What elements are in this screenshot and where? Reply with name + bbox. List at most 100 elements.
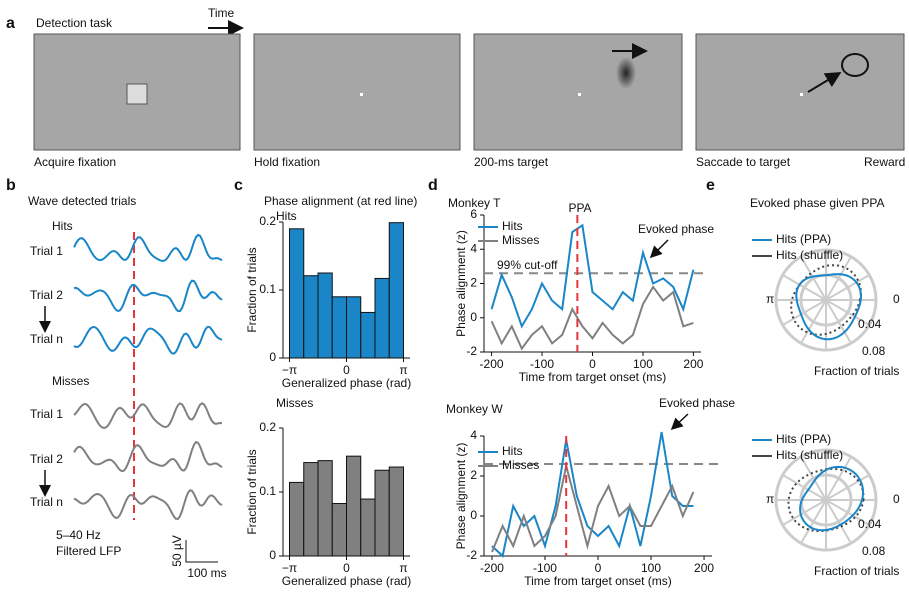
x-tick-label: 100 xyxy=(633,357,653,371)
polar-spoke xyxy=(825,274,870,301)
bar xyxy=(331,296,348,359)
polar-spoke xyxy=(782,499,827,526)
x-tick-label: -200 xyxy=(480,357,504,371)
screen xyxy=(253,33,461,151)
filter-label: 5–40 Hz xyxy=(56,528,101,542)
step-label: 200-ms target xyxy=(474,155,549,169)
screen xyxy=(695,33,905,151)
y-tick-label: 0.1 xyxy=(259,484,276,498)
legend-label: Hits (shuffle) xyxy=(776,248,843,262)
polar-curve xyxy=(787,467,865,533)
panel-letter: e xyxy=(706,177,715,194)
polar-spoke xyxy=(800,499,827,544)
legend-label: Hits (PPA) xyxy=(776,232,831,246)
series-line xyxy=(491,465,695,553)
chart-subtitle: Misses xyxy=(276,396,313,410)
y-tick-label: 0 xyxy=(470,508,477,522)
x-axis-label: Time from target onset (ms) xyxy=(519,370,667,384)
x-tick-label: -100 xyxy=(530,357,554,371)
y-tick-label: -2 xyxy=(466,344,477,358)
y-axis-label: Fraction of trials xyxy=(245,449,259,534)
y-tick-label: 0.2 xyxy=(259,214,276,228)
x-tick-label: 200 xyxy=(683,357,703,371)
legend-label: Hits (shuffle) xyxy=(776,448,843,462)
series-line xyxy=(491,431,694,558)
polar-spoke xyxy=(825,299,870,326)
legend-label: Hits (PPA) xyxy=(776,432,831,446)
trial-label: Trial 2 xyxy=(30,452,63,466)
x-tick-label: -100 xyxy=(533,561,557,575)
polar-spoke xyxy=(782,274,827,301)
legend-label: Hits xyxy=(502,219,523,233)
fixation-dot xyxy=(360,93,363,96)
y-axis-label: Phase alignment (z) xyxy=(454,443,468,550)
panel-title: Evoked phase given PPA xyxy=(750,196,885,210)
x-tick-label: 0 xyxy=(343,363,350,377)
bar xyxy=(303,462,319,557)
polar-spoke xyxy=(825,499,870,526)
legend-label: Misses xyxy=(502,458,539,472)
group-label: Hits xyxy=(52,219,73,233)
polar-spoke xyxy=(825,299,852,344)
chart-subtitle: Hits xyxy=(276,209,297,223)
polar-spoke xyxy=(782,474,827,501)
x-tick-label: 0 xyxy=(595,561,602,575)
x-axis-label: Generalized phase (rad) xyxy=(282,376,411,390)
axis-label: Fraction of trials xyxy=(814,364,899,378)
bar xyxy=(317,272,333,359)
step-label: Reward xyxy=(864,155,905,169)
y-tick-label: 2 xyxy=(470,276,477,290)
polar-spoke xyxy=(800,456,827,501)
scale-bar xyxy=(185,540,218,563)
scale-label: 50 µV xyxy=(170,535,184,567)
y-tick-label: 0 xyxy=(269,548,276,562)
panel-letter: d xyxy=(428,177,438,194)
polar-label: π xyxy=(766,292,774,306)
step-label: Acquire fixation xyxy=(34,155,116,169)
trial-label: Trial 1 xyxy=(30,244,63,258)
polar-spoke xyxy=(800,256,827,301)
polar-label: 0 xyxy=(893,492,900,506)
bar xyxy=(374,469,390,557)
saccade-arrow xyxy=(807,71,842,93)
trial-label: Trial n xyxy=(30,495,63,509)
bar xyxy=(346,455,362,557)
bar xyxy=(360,311,376,359)
trial-label: Trial 2 xyxy=(30,288,63,302)
annotation: Evoked phase xyxy=(659,396,735,410)
x-tick-label: 0 xyxy=(343,561,350,575)
polar-spoke xyxy=(825,456,852,501)
step-label: Hold fixation xyxy=(254,155,320,169)
polar-spoke xyxy=(825,499,852,544)
annotation: Evoked phase xyxy=(638,222,714,236)
screen xyxy=(473,33,683,151)
polar-label: 0.04 xyxy=(858,317,882,331)
bar xyxy=(331,503,348,557)
polar-label: 0.08 xyxy=(862,544,886,558)
panel-letter: c xyxy=(234,177,243,194)
y-axis-label: Fraction of trials xyxy=(245,247,259,332)
chart-title: Monkey T xyxy=(448,196,501,210)
polar-curve xyxy=(799,465,864,532)
trial-label: Trial n xyxy=(30,332,63,346)
y-tick-label: -2 xyxy=(466,548,477,562)
arrow xyxy=(649,239,669,259)
group-label: Misses xyxy=(52,374,89,388)
lfp-trace xyxy=(73,233,223,262)
lfp-trace xyxy=(73,440,223,473)
x-axis-label: Time from target onset (ms) xyxy=(524,574,672,588)
x-tick-label: 0 xyxy=(589,357,596,371)
bar xyxy=(374,277,390,359)
y-axis-label: Phase alignment (z) xyxy=(454,230,468,337)
image-stimulus xyxy=(126,83,148,105)
bar xyxy=(360,498,376,557)
lfp-trace xyxy=(73,325,223,355)
polar-label: π xyxy=(766,492,774,506)
y-tick-label: 0.2 xyxy=(259,420,276,434)
polar-label: 0.08 xyxy=(862,344,886,358)
x-tick-label: -200 xyxy=(480,561,504,575)
annotation: PPA xyxy=(568,201,591,215)
y-tick-label: 2 xyxy=(470,468,477,482)
x-tick-label: 100 xyxy=(641,561,661,575)
